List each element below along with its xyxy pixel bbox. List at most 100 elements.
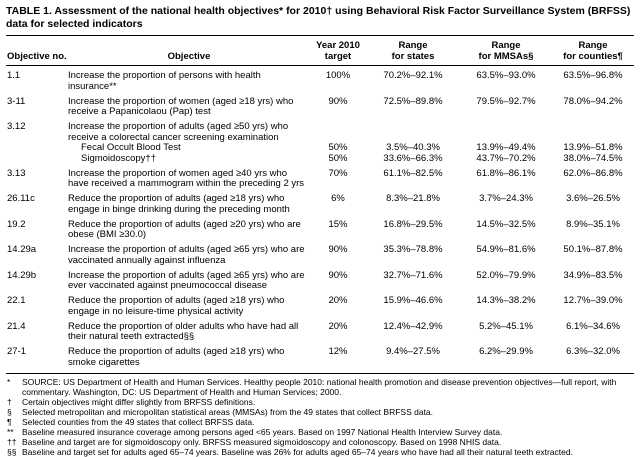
range-mmsas: 79.5%–92.7% — [476, 95, 536, 107]
footnote-marker: * — [7, 376, 11, 387]
range-mmsas: 63.5%–93.0% — [476, 70, 536, 81]
column-header-label: for states — [391, 51, 435, 62]
range-mmsas: 6.2%–29.9% — [479, 346, 533, 357]
table-subrow: Sigmoidoscopy†† 50% 33.6%–66.3% 43.7%–70… — [6, 152, 634, 165]
target-value: 90% — [328, 95, 348, 107]
objective-no: 14.29a — [7, 244, 37, 255]
table-row: 3.12 Increase the proportion of adults (… — [6, 121, 634, 143]
objective-no: 22.1 — [7, 295, 26, 306]
range-mmsas: 54.9%–81.6% — [476, 244, 536, 255]
table-body: 1.1 Increase the proportion of persons w… — [6, 66, 634, 368]
target-value: 50% — [328, 142, 348, 153]
range-states: 12.4%–42.9% — [383, 320, 443, 332]
table-row: 1.1 Increase the proportion of persons w… — [6, 70, 634, 92]
range-mmsas: 3.7%–24.3% — [479, 193, 533, 204]
table-title: TABLE 1. Assessment of the national heal… — [6, 5, 631, 30]
range-mmsas: 61.8%–86.1% — [476, 167, 536, 179]
target-value: 90% — [328, 269, 348, 281]
column-header-label: for counties¶ — [563, 51, 623, 62]
range-counties: 63.5%–96.8% — [563, 70, 623, 81]
range-counties: 38.0%–74.5% — [563, 152, 623, 164]
footnote-text: Certain objectives might differ slightly… — [22, 396, 256, 407]
column-header-range-counties: Range for counties¶ — [552, 40, 634, 62]
range-mmsas: 13.9%–49.4% — [476, 142, 536, 153]
footnote: §§ Baseline and target set for adults ag… — [6, 447, 634, 457]
column-header-range-states: Range for states — [366, 40, 460, 62]
rule-under-title — [6, 35, 634, 36]
objective-no: 14.29b — [7, 269, 37, 281]
table-row: 19.2 Reduce the proportion of adults (ag… — [6, 218, 634, 241]
objective-no: 21.4 — [7, 320, 26, 332]
footnote-marker: ** — [7, 426, 14, 437]
range-states: 9.4%–27.5% — [386, 346, 440, 357]
footnote: †† Baseline and target are for sigmoidos… — [6, 437, 634, 447]
footnote-text: Baseline and target set for adults aged … — [22, 446, 573, 457]
objective-text: Reduce the proportion of adults (aged ≥2… — [68, 218, 301, 240]
table-row: 14.29a Increase the proportion of adults… — [6, 244, 634, 266]
sub-objective-label: Sigmoidoscopy†† — [81, 152, 156, 164]
objective-no: 27-1 — [7, 346, 27, 357]
column-header-label: Range — [578, 40, 608, 51]
range-states: 35.3%–78.8% — [383, 244, 443, 255]
range-states: 33.6%–66.3% — [383, 152, 443, 164]
range-states: 61.1%–82.5% — [383, 167, 443, 179]
column-header-range-mmsas: Range for MMSAs§ — [460, 40, 552, 62]
range-states: 15.9%–46.6% — [383, 295, 443, 306]
range-counties: 13.9%–51.8% — [563, 142, 623, 153]
rule-above-footnotes — [6, 372, 634, 374]
table-row: 3.13 Increase the proportion of women ag… — [6, 167, 634, 190]
column-header-label: Objective — [167, 51, 211, 62]
range-mmsas: 52.0%–79.9% — [476, 269, 536, 281]
rule-under-header — [6, 65, 634, 66]
range-counties: 6.3%–32.0% — [566, 346, 620, 357]
footnote: ** Baseline measured insurance coverage … — [6, 427, 634, 437]
target-value: 12% — [328, 346, 348, 357]
table-row: 14.29b Increase the proportion of adults… — [6, 269, 634, 292]
target-value: 20% — [328, 320, 348, 332]
objective-no: 19.2 — [7, 218, 26, 230]
range-mmsas: 5.2%–45.1% — [479, 320, 533, 332]
range-counties: 8.9%–35.1% — [566, 218, 620, 230]
range-counties: 78.0%–94.2% — [563, 95, 623, 107]
footnote-text: Selected metropolitan and micropolitan s… — [22, 406, 434, 417]
range-mmsas: 14.3%–38.2% — [476, 295, 536, 306]
range-states: 16.8%–29.5% — [383, 218, 443, 230]
objective-text: Increase the proportion of adults (aged … — [68, 244, 305, 266]
range-states: 3.5%–40.3% — [386, 142, 440, 153]
column-header-objective: Objective — [68, 51, 310, 62]
objective-text: Increase the proportion of persons with … — [68, 70, 261, 92]
footnote-marker: † — [7, 396, 12, 407]
objective-text: Reduce the proportion of adults (aged ≥1… — [68, 295, 285, 317]
objective-text: Reduce the proportion of older adults wh… — [68, 320, 299, 342]
target-value: 6% — [331, 193, 345, 204]
column-header-label: Year 2010 — [316, 40, 360, 51]
objective-no: 3.12 — [7, 121, 26, 132]
footnote-marker: ¶ — [7, 416, 12, 427]
range-counties: 6.1%–34.6% — [566, 320, 620, 332]
column-header-target: Year 2010 target — [310, 40, 366, 62]
objective-no: 1.1 — [7, 70, 21, 81]
column-header-label: target — [324, 51, 352, 62]
objective-no: 3-11 — [7, 95, 26, 107]
table-header-row: Objective no. Objective Year 2010 target … — [6, 36, 634, 65]
table-row: 26.11c Reduce the proportion of adults (… — [6, 193, 634, 215]
footnote-text: SOURCE: US Department of Health and Huma… — [22, 376, 617, 397]
footnote: ¶ Selected counties from the 49 states t… — [6, 417, 634, 427]
footnote-marker: § — [7, 406, 12, 417]
range-states: 8.3%–21.8% — [386, 193, 440, 204]
footnote-text: Baseline measured insurance coverage amo… — [22, 426, 503, 437]
target-value: 70% — [328, 167, 348, 179]
table-subrow: Fecal Occult Blood Test 50% 3.5%–40.3% 1… — [6, 142, 634, 154]
target-value: 90% — [328, 244, 348, 255]
footnote: * SOURCE: US Department of Health and Hu… — [6, 377, 634, 397]
objective-no: 3.13 — [7, 167, 26, 179]
target-value: 20% — [328, 295, 348, 306]
range-counties: 62.0%–86.8% — [563, 167, 623, 179]
objective-text: Reduce the proportion of adults (aged ≥1… — [68, 346, 285, 368]
target-value: 50% — [328, 152, 348, 164]
column-header-label: Range — [491, 40, 521, 51]
table-row: 22.1 Reduce the proportion of adults (ag… — [6, 295, 634, 317]
range-counties: 34.9%–83.5% — [563, 269, 623, 281]
range-states: 72.5%–89.8% — [383, 95, 443, 107]
objective-no: 26.11c — [7, 193, 35, 204]
